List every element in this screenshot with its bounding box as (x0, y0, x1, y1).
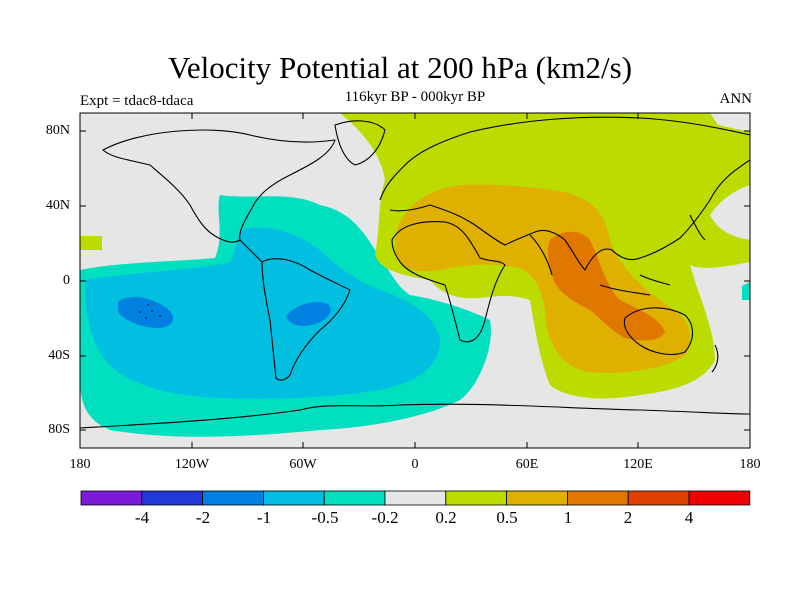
x-tick-60w: 60W (289, 457, 317, 472)
coast-indonesia (599, 274, 671, 296)
colorbar-swatch (445, 490, 507, 506)
y-tick-80n: 80N (45, 123, 70, 138)
y-tick-40n: 40N (45, 198, 70, 213)
x-tick-180w: 180 (69, 457, 91, 472)
coast-central-america (239, 239, 263, 263)
coastlines (80, 116, 750, 429)
y-tick-40s: 40S (48, 348, 70, 363)
colorbar-label: 0.5 (496, 508, 518, 527)
x-tick-120e: 120E (623, 457, 653, 472)
colorbar-label: -4 (134, 508, 150, 527)
colorbar-swatch (323, 490, 386, 506)
colorbar-swatch (688, 490, 751, 506)
coast-eurasia (379, 116, 750, 271)
x-tick-120w: 120W (174, 457, 210, 472)
colorbar-swatch (384, 490, 447, 506)
x-tick-0: 0 (411, 457, 419, 472)
contour-pos-weak-west (80, 236, 102, 250)
contour-neg-strong-east (286, 302, 331, 326)
colorbar-swatch (506, 490, 568, 506)
stipple-dots (139, 304, 161, 319)
coast-south-america (261, 258, 351, 381)
y-tick-80s: 80S (48, 422, 70, 437)
experiment-label: Expt = tdac8-tdaca (80, 93, 194, 109)
y-tick-0: 0 (63, 273, 70, 288)
chart-subtitle: 116kyr BP - 000kyr BP (344, 89, 486, 105)
colorbar-swatch (627, 490, 690, 506)
coast-japan (689, 214, 706, 241)
coast-north-america (102, 129, 336, 243)
colorbar-label: -0.2 (371, 508, 399, 527)
colorbar-label: 4 (684, 508, 694, 527)
coast-new-zealand (711, 344, 719, 373)
coast-india (529, 234, 553, 276)
contour-field (80, 113, 750, 448)
colorbar-label: -0.5 (311, 508, 339, 527)
contour-neg-strong-west (118, 296, 174, 328)
axis-ticks (79, 113, 751, 448)
x-tick-180e: 180 (739, 457, 761, 472)
colorbar-swatch (80, 490, 143, 506)
colorbar (80, 490, 751, 506)
colorbar-label: 1 (563, 508, 573, 527)
x-tick-60e: 60E (515, 457, 539, 472)
colorbar-label: 0.2 (435, 508, 457, 527)
colorbar-swatch (262, 490, 325, 506)
colorbar-label: -2 (195, 508, 211, 527)
chart-title: Velocity Potential at 200 hPa (km2/s) (167, 50, 633, 85)
coast-australia (623, 307, 694, 355)
coast-antarctica (80, 403, 750, 429)
contour-neg-mid (84, 227, 440, 399)
coast-africa (391, 221, 506, 343)
colorbar-label: 2 (623, 508, 633, 527)
season-label: ANN (719, 91, 753, 107)
colorbar-label: -1 (256, 508, 272, 527)
coast-greenland (334, 120, 386, 166)
colorbar-swatch (202, 490, 264, 506)
colorbar-swatch (141, 490, 204, 506)
colorbar-swatch (567, 490, 629, 506)
